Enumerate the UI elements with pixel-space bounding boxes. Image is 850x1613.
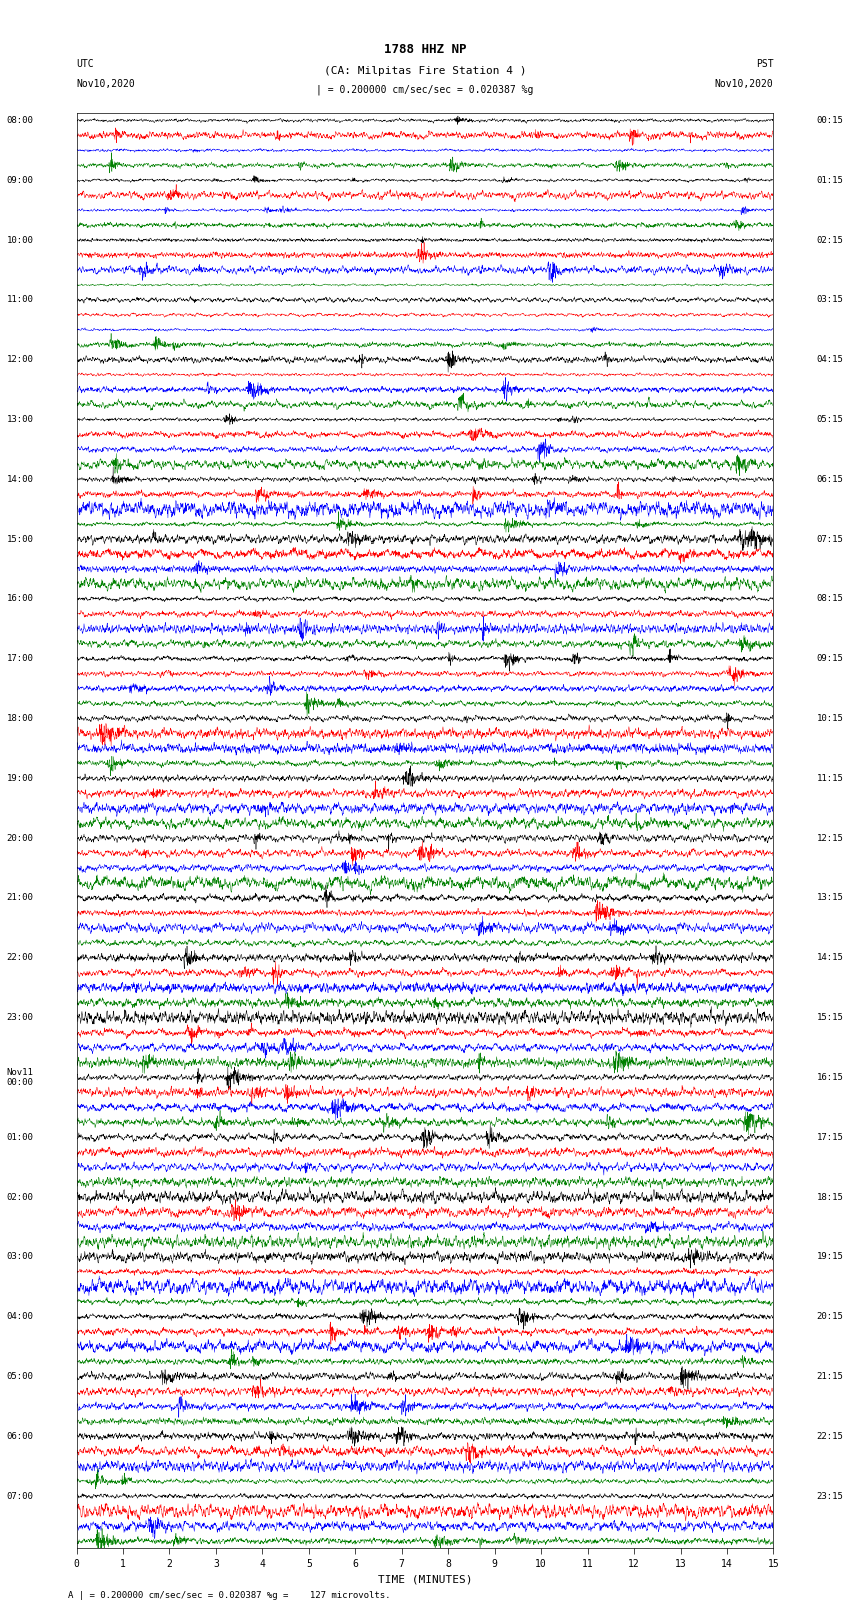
Text: 20:00: 20:00 [7, 834, 33, 842]
Text: 07:00: 07:00 [7, 1492, 33, 1500]
Text: 23:15: 23:15 [817, 1492, 843, 1500]
Text: 12:00: 12:00 [7, 355, 33, 365]
Text: 21:00: 21:00 [7, 894, 33, 903]
Text: 15:15: 15:15 [817, 1013, 843, 1023]
Text: 04:15: 04:15 [817, 355, 843, 365]
Text: 11:00: 11:00 [7, 295, 33, 305]
Text: 06:00: 06:00 [7, 1432, 33, 1440]
Text: 09:00: 09:00 [7, 176, 33, 185]
Text: 19:00: 19:00 [7, 774, 33, 782]
Text: 09:15: 09:15 [817, 655, 843, 663]
Text: 14:15: 14:15 [817, 953, 843, 963]
Text: 10:00: 10:00 [7, 235, 33, 245]
Text: 01:00: 01:00 [7, 1132, 33, 1142]
Text: 21:15: 21:15 [817, 1373, 843, 1381]
Text: 18:00: 18:00 [7, 715, 33, 723]
Text: 02:00: 02:00 [7, 1192, 33, 1202]
Text: 16:00: 16:00 [7, 595, 33, 603]
Text: Nov11
00:00: Nov11 00:00 [7, 1068, 33, 1087]
Text: 19:15: 19:15 [817, 1252, 843, 1261]
Text: 22:00: 22:00 [7, 953, 33, 963]
Text: 11:15: 11:15 [817, 774, 843, 782]
Text: 1788 HHZ NP: 1788 HHZ NP [383, 44, 467, 56]
Text: 22:15: 22:15 [817, 1432, 843, 1440]
Text: 07:15: 07:15 [817, 534, 843, 544]
Text: 13:15: 13:15 [817, 894, 843, 903]
Text: 08:15: 08:15 [817, 595, 843, 603]
Text: 23:00: 23:00 [7, 1013, 33, 1023]
Text: 01:15: 01:15 [817, 176, 843, 185]
Text: 05:00: 05:00 [7, 1373, 33, 1381]
Text: UTC: UTC [76, 60, 94, 69]
Text: PST: PST [756, 60, 774, 69]
Text: (CA: Milpitas Fire Station 4 ): (CA: Milpitas Fire Station 4 ) [324, 66, 526, 76]
Text: 16:15: 16:15 [817, 1073, 843, 1082]
Text: 17:15: 17:15 [817, 1132, 843, 1142]
Text: 00:15: 00:15 [817, 116, 843, 124]
Text: 14:00: 14:00 [7, 474, 33, 484]
Text: 20:15: 20:15 [817, 1313, 843, 1321]
Text: 12:15: 12:15 [817, 834, 843, 842]
Text: 03:00: 03:00 [7, 1252, 33, 1261]
Text: 17:00: 17:00 [7, 655, 33, 663]
Text: Nov10,2020: Nov10,2020 [76, 79, 135, 89]
Text: | = 0.200000 cm/sec/sec = 0.020387 %g: | = 0.200000 cm/sec/sec = 0.020387 %g [316, 84, 534, 95]
Text: 15:00: 15:00 [7, 534, 33, 544]
Text: 04:00: 04:00 [7, 1313, 33, 1321]
Text: 10:15: 10:15 [817, 715, 843, 723]
X-axis label: TIME (MINUTES): TIME (MINUTES) [377, 1574, 473, 1584]
Text: 02:15: 02:15 [817, 235, 843, 245]
Text: 06:15: 06:15 [817, 474, 843, 484]
Text: Nov10,2020: Nov10,2020 [715, 79, 774, 89]
Text: 13:00: 13:00 [7, 415, 33, 424]
Text: 18:15: 18:15 [817, 1192, 843, 1202]
Text: A | = 0.200000 cm/sec/sec = 0.020387 %g =    127 microvolts.: A | = 0.200000 cm/sec/sec = 0.020387 %g … [68, 1590, 390, 1600]
Text: 05:15: 05:15 [817, 415, 843, 424]
Text: 03:15: 03:15 [817, 295, 843, 305]
Text: 08:00: 08:00 [7, 116, 33, 124]
